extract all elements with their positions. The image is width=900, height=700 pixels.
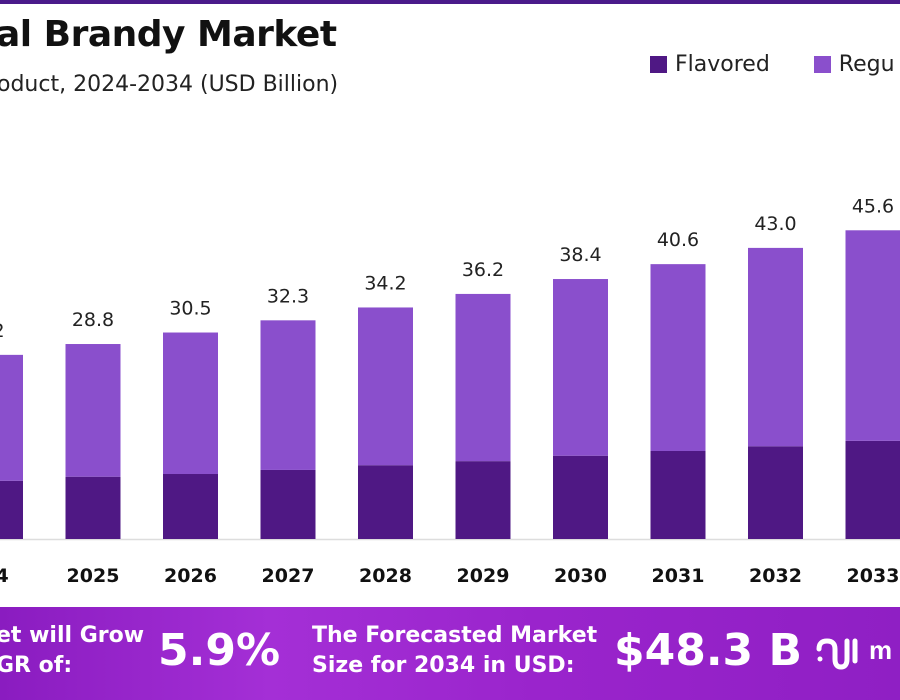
- bar-segment-flavored: [260, 469, 316, 539]
- brand-logo: m: [816, 635, 892, 670]
- x-tick-label: 2031: [652, 565, 705, 587]
- total-label: 38.4: [559, 244, 601, 266]
- chart-title: al Brandy Market: [0, 14, 337, 55]
- total-label: 28.8: [72, 309, 114, 331]
- x-tick-label: 2030: [554, 565, 607, 587]
- total-label: 45.6: [852, 195, 894, 217]
- legend-label: Regu: [838, 52, 895, 77]
- x-tick-label: 2025: [67, 565, 120, 587]
- x-tick-label: 2029: [457, 565, 510, 587]
- legend: Flavored Regu: [650, 52, 900, 77]
- chart-subtitle: oduct, 2024-2034 (USD Billion): [0, 72, 339, 97]
- legend-label: Flavored: [675, 52, 770, 77]
- forecast-text-line2: Size for 2034 in USD:: [312, 653, 575, 678]
- x-tick-label: 2032: [749, 565, 802, 587]
- forecast-text-line1: The Forecasted Market: [312, 623, 598, 648]
- bar-segment-flavored: [553, 455, 608, 539]
- bar-segment-regular: [748, 247, 803, 447]
- x-tick-label: 2026: [164, 565, 217, 587]
- total-label: 32.3: [267, 285, 309, 307]
- bar-segment-flavored: [0, 480, 23, 539]
- summary-banner: et will Grow GR of: 5.9% The Forecasted …: [0, 607, 900, 700]
- bar-segment-flavored: [748, 446, 803, 539]
- bar-segment-regular: [845, 230, 900, 441]
- bar-segment-flavored: [358, 465, 413, 539]
- bar-segment-regular: [260, 320, 316, 470]
- bar-segment-regular: [65, 344, 121, 477]
- bar-segment-regular: [0, 354, 23, 481]
- legend-item-regular: Regu: [813, 52, 895, 77]
- x-tick-label: 2027: [262, 565, 315, 587]
- x-tick-label: 24: [0, 565, 9, 587]
- bar-segment-flavored: [650, 450, 706, 539]
- bar-segment-flavored: [845, 440, 900, 539]
- cagr-text: et will Grow GR of:: [0, 621, 144, 681]
- total-label: .2: [0, 320, 5, 342]
- x-tick-label: 2028: [359, 565, 412, 587]
- bar-segment-flavored: [455, 461, 511, 539]
- bar-segment-regular: [650, 264, 706, 451]
- bar-segment-regular: [163, 332, 218, 475]
- top-accent-line: [0, 0, 900, 4]
- total-label: 34.2: [364, 272, 406, 294]
- stacked-bar-chart: .2 24 28.8 2025 30.5 2026 32.3 2027 34.2 2028 36.2…: [0, 195, 900, 587]
- bar-segment-flavored: [163, 474, 218, 539]
- legend-swatch-regular: [813, 56, 831, 73]
- legend-item-flavored: Flavored: [650, 52, 770, 77]
- legend-swatch-flavored: [650, 56, 667, 73]
- cagr-text-line1: et will Grow: [0, 623, 145, 648]
- bar-segment-regular: [455, 293, 511, 462]
- total-label: 43.0: [754, 213, 796, 235]
- cagr-text-line2: GR of:: [0, 653, 73, 678]
- total-label: 30.5: [169, 298, 211, 320]
- total-label: 40.6: [657, 229, 699, 251]
- x-tick-label: 2033: [847, 565, 900, 587]
- bar-segment-regular: [358, 307, 413, 466]
- forecast-text: The Forecasted Market Size for 2034 in U…: [312, 621, 597, 681]
- logo-text: m: [869, 635, 892, 665]
- bar-segment-flavored: [65, 476, 121, 539]
- forecast-value: $48.3 B: [614, 625, 803, 676]
- cagr-value: 5.9%: [158, 625, 281, 676]
- total-label: 36.2: [462, 259, 504, 281]
- bar-segment-regular: [553, 279, 608, 456]
